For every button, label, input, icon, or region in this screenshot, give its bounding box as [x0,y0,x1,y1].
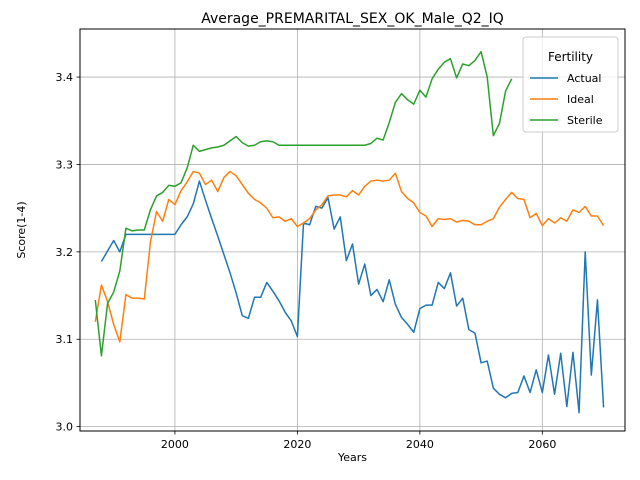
x-tick-label: 2020 [283,438,311,451]
plot-area-frame [79,28,626,432]
y-tick-label: 3.1 [56,333,74,346]
y-tick-label: 3.2 [56,246,74,259]
legend-label-sterile: Sterile [567,114,603,127]
x-tick-label: 2000 [161,438,189,451]
series-line-sterile [94,50,513,357]
x-axis-ticks: 2000 2020 2040 2060 [161,431,556,451]
y-axis-ticks: 3.0 3.1 3.2 3.3 3.4 [56,71,80,434]
series-lines [94,50,605,414]
series-line-actual [100,180,605,414]
x-axis-label: Years [337,451,367,464]
legend-title: Fertility [548,50,593,64]
x-tick-label: 2060 [528,438,556,451]
chart-title: Average_PREMARITAL_SEX_OK_Male_Q2_IQ [201,11,504,27]
y-tick-label: 3.0 [56,421,74,434]
y-tick-label: 3.3 [56,158,74,171]
legend-box [522,36,619,133]
x-tick-label: 2040 [406,438,434,451]
legend-label-actual: Actual [567,72,601,85]
y-axis-label: Score(1-4) [15,201,28,258]
series-line-ideal [94,170,605,343]
legend: Fertility Actual Ideal Sterile [522,36,619,133]
y-tick-label: 3.4 [56,71,74,84]
legend-label-ideal: Ideal [567,93,594,106]
